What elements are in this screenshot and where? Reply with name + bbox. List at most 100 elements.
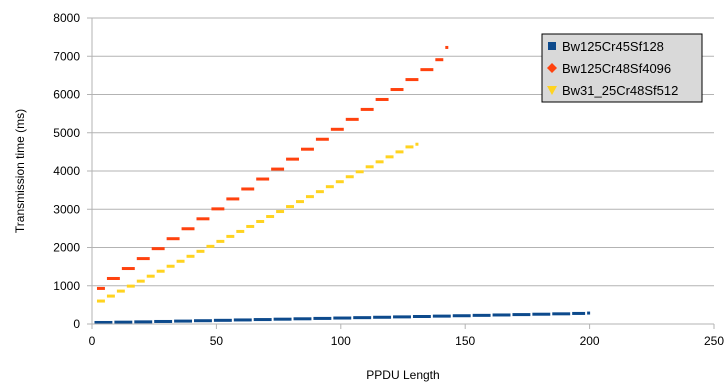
series-Bw125Cr48Sf4096 <box>96 45 449 290</box>
grid <box>92 17 714 325</box>
data-point <box>253 318 272 322</box>
legend: Bw125Cr45Sf128 Bw125Cr48Sf4096 Bw31_25Cr48… <box>541 33 703 103</box>
plot-area <box>94 45 591 324</box>
series-Bw31_25Cr48Sf512 <box>96 142 419 303</box>
data-point <box>355 170 364 174</box>
y-tick-label: 6000 <box>53 88 80 102</box>
data-point <box>196 249 205 253</box>
data-point <box>256 219 265 223</box>
data-point <box>94 320 113 324</box>
data-point <box>186 254 195 258</box>
data-point <box>512 313 531 317</box>
data-point <box>226 197 240 201</box>
y-tick-label: 4000 <box>53 164 80 178</box>
x-tick-label: 250 <box>704 334 724 348</box>
data-point <box>134 320 153 324</box>
y-tick-label: 3000 <box>53 202 80 216</box>
y-tick-label: 8000 <box>53 11 80 25</box>
data-point <box>236 229 245 233</box>
data-point <box>405 145 414 149</box>
data-point <box>330 127 344 131</box>
data-point <box>373 315 392 319</box>
data-point <box>345 117 359 121</box>
data-point <box>246 224 255 228</box>
data-point <box>420 68 434 72</box>
data-point <box>587 311 591 315</box>
data-point <box>116 289 125 293</box>
data-point <box>315 190 324 194</box>
data-point <box>365 165 374 169</box>
data-point <box>154 319 173 323</box>
x-axis-title: PPDU Length <box>366 368 439 382</box>
data-point <box>121 267 135 271</box>
data-point <box>385 155 394 159</box>
data-point <box>151 247 165 251</box>
legend-triangle-marker <box>547 86 557 95</box>
data-point <box>276 210 285 214</box>
data-point <box>445 45 449 49</box>
y-tick-label: 7000 <box>53 49 80 63</box>
y-tick-label: 2000 <box>53 241 80 255</box>
x-tick-label: 100 <box>331 334 351 348</box>
data-point <box>174 319 193 323</box>
data-point <box>335 180 344 184</box>
data-point <box>211 207 225 211</box>
x-tick-label: 200 <box>580 334 600 348</box>
data-point <box>333 316 352 320</box>
data-point <box>136 279 145 283</box>
data-point <box>226 234 235 238</box>
data-point <box>300 147 314 151</box>
legend-label: Bw125Cr48Sf4096 <box>562 61 671 76</box>
data-point <box>353 316 372 320</box>
data-point <box>146 274 155 278</box>
y-axis-title: Transmission time (ms) <box>13 109 27 233</box>
data-point <box>532 312 551 316</box>
x-tick-label: 0 <box>89 334 96 348</box>
data-point <box>405 78 419 82</box>
data-point <box>452 314 471 318</box>
data-point <box>552 312 571 316</box>
data-point <box>106 276 120 280</box>
data-point <box>432 314 451 318</box>
data-point <box>286 205 295 209</box>
x-tick-label: 150 <box>455 334 475 348</box>
data-point <box>213 318 232 322</box>
y-tick-label: 1000 <box>53 279 80 293</box>
data-point <box>166 264 175 268</box>
data-point <box>393 315 411 319</box>
data-point <box>241 187 255 191</box>
data-point <box>136 257 150 261</box>
legend-diamond-marker <box>547 63 557 73</box>
legend-label: Bw125Cr45Sf128 <box>562 39 664 54</box>
data-point <box>216 239 225 243</box>
data-point <box>412 315 431 319</box>
data-point <box>206 244 215 248</box>
data-point <box>325 185 334 189</box>
data-point <box>196 217 210 221</box>
data-point <box>166 237 180 241</box>
data-point <box>286 157 299 161</box>
data-point <box>156 269 165 273</box>
data-point <box>266 215 275 219</box>
data-point <box>315 137 329 141</box>
series-Bw125Cr45Sf128 <box>94 311 591 324</box>
data-point <box>293 317 312 321</box>
data-point <box>296 200 304 204</box>
data-point <box>256 177 270 181</box>
y-tick-label: 5000 <box>53 126 80 140</box>
data-point <box>360 107 374 111</box>
data-point <box>375 160 384 164</box>
data-point <box>176 259 185 263</box>
legend-box <box>541 33 703 103</box>
data-point <box>572 311 586 315</box>
data-point <box>194 319 212 323</box>
data-point <box>313 316 332 320</box>
data-point <box>181 227 195 231</box>
data-point <box>233 318 252 322</box>
data-point <box>472 313 491 317</box>
axes: 0 1000 2000 3000 4000 5000 6000 7000 8000 0 50 100 1… <box>53 11 724 348</box>
data-point <box>492 313 511 317</box>
data-point <box>126 284 135 288</box>
y-tick-label: 0 <box>73 317 80 331</box>
